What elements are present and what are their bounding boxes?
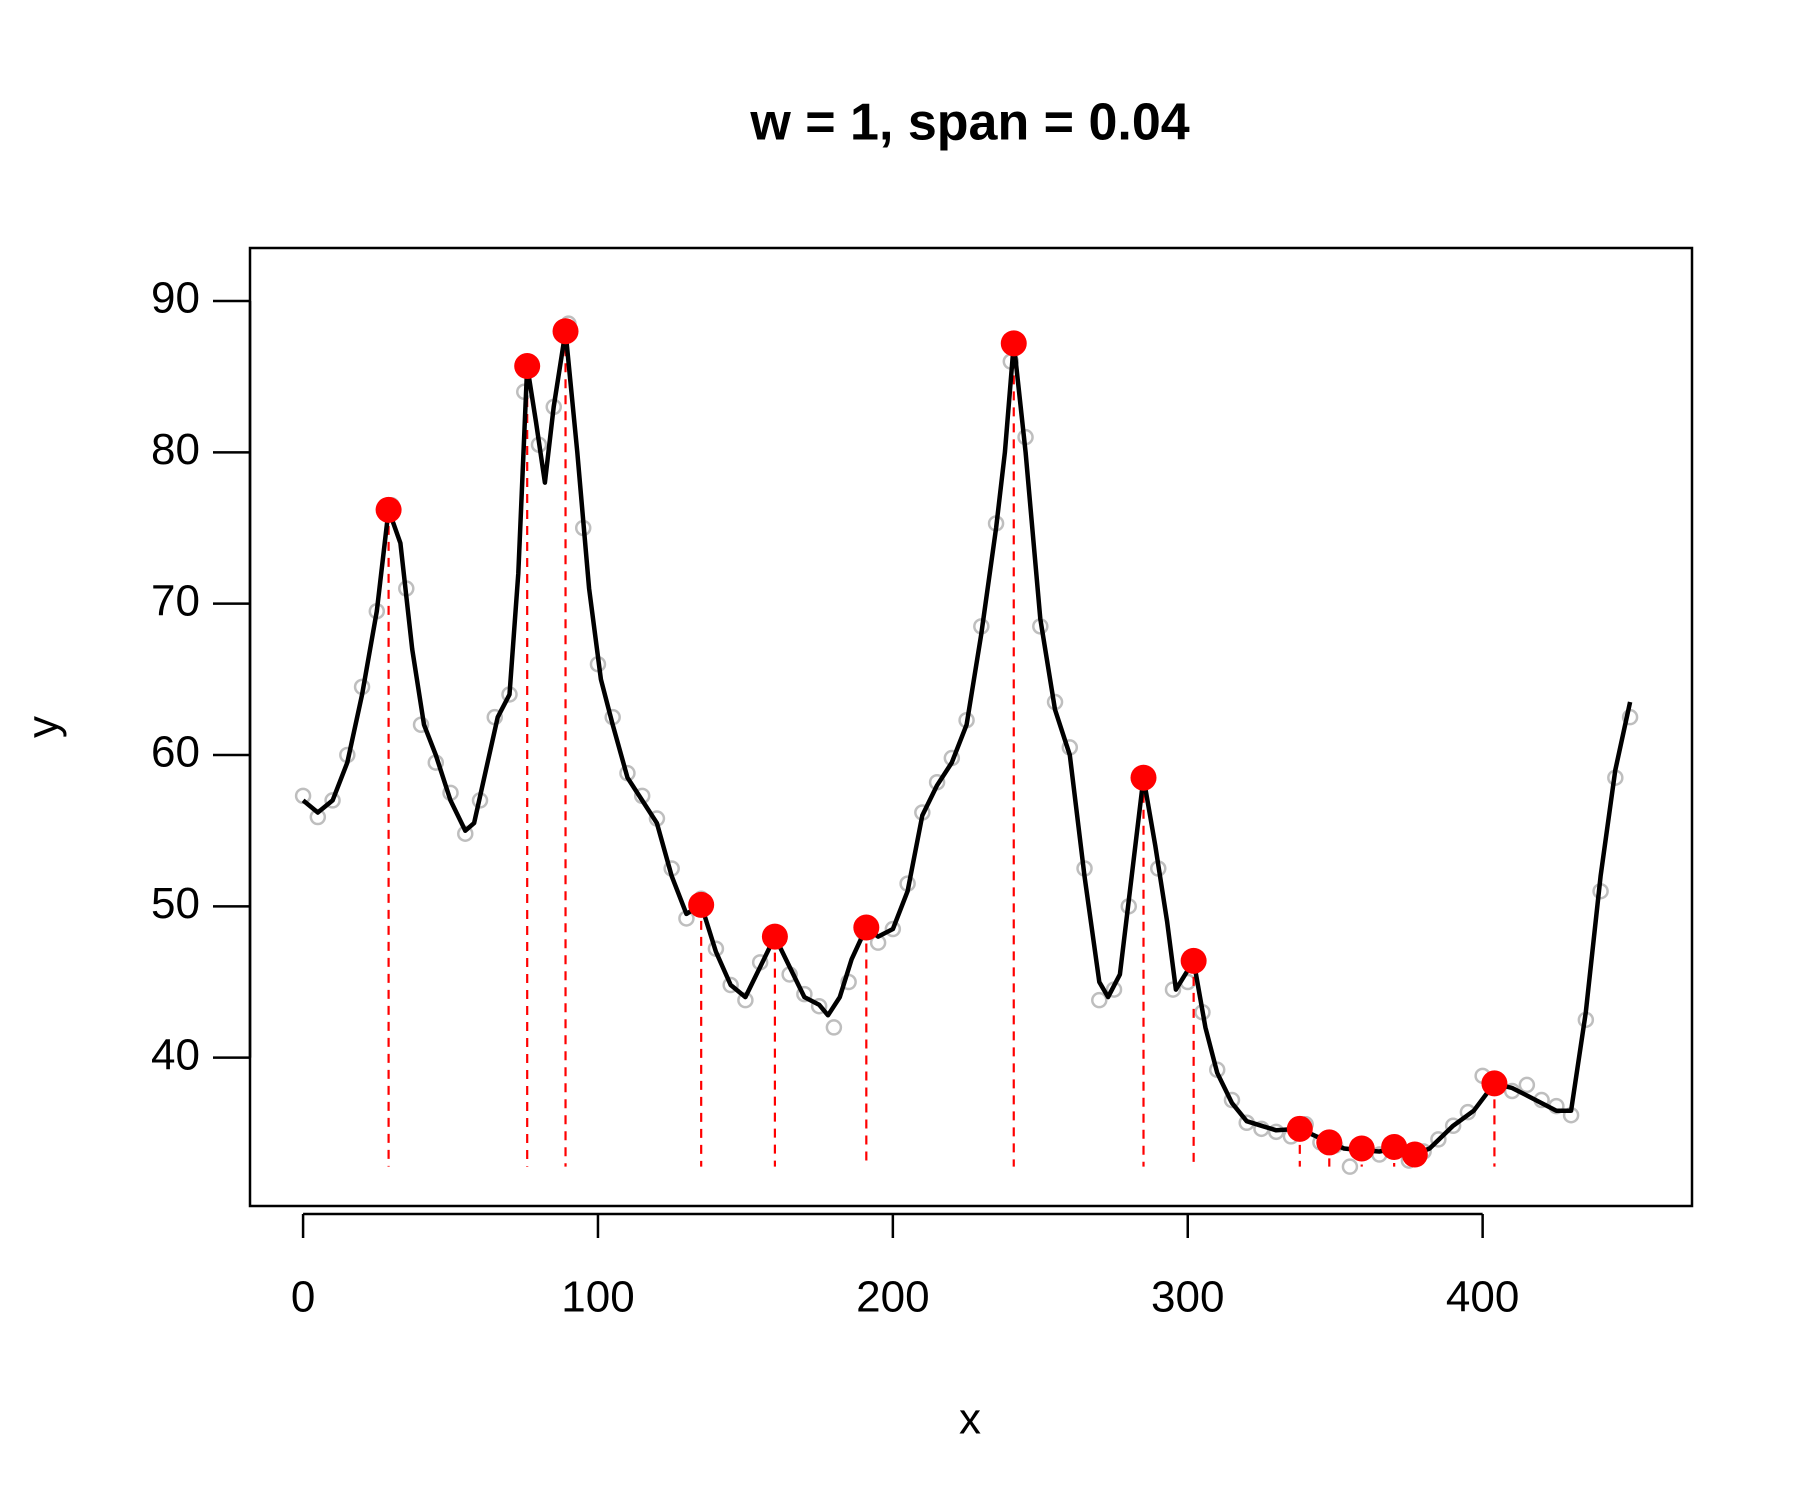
peak-point [1000,330,1027,357]
peak-point [853,914,880,941]
data-point [1223,1091,1241,1109]
data-point [1430,1131,1447,1148]
peak-point [1348,1135,1375,1162]
data-point [884,920,902,938]
x-tick-label: 200 [856,1273,929,1322]
smooth-line [301,328,1633,1157]
peak-point [375,496,402,523]
x-tick-label: 300 [1151,1273,1224,1322]
peak-point [761,923,788,950]
data-point [796,985,813,1003]
y-tick-label: 60 [151,728,200,777]
data-point [1091,991,1108,1009]
y-tick-label: 80 [151,425,200,474]
y-tick-label: 50 [151,879,200,928]
y-tick-label: 90 [151,274,200,323]
peak-point [1381,1133,1408,1160]
y-tick-label: 40 [151,1030,200,1079]
data-point [810,997,828,1015]
x-tick-label: 0 [291,1273,315,1322]
peak-point [1130,764,1157,791]
peak-point [688,891,715,918]
peak-point [1286,1115,1313,1142]
peak-point [552,318,579,345]
peak-point [1481,1070,1508,1097]
data-point [324,792,341,809]
x-axis-label: x [959,1395,981,1444]
chart-title: w = 1, span = 0.04 [749,94,1189,152]
data-point [825,1019,843,1036]
peak-point [1316,1129,1343,1156]
data-point [1444,1117,1462,1135]
peak-point [1401,1141,1428,1168]
y-axis-label: y [19,716,68,738]
x-tick-label: 400 [1446,1273,1519,1322]
x-tick-label: 100 [561,1273,634,1322]
peak-point [514,353,541,380]
peak-point [1180,947,1207,974]
data-point [1518,1076,1536,1094]
data-point [1341,1158,1359,1175]
y-tick-label: 70 [151,576,200,625]
data-point [722,976,739,994]
